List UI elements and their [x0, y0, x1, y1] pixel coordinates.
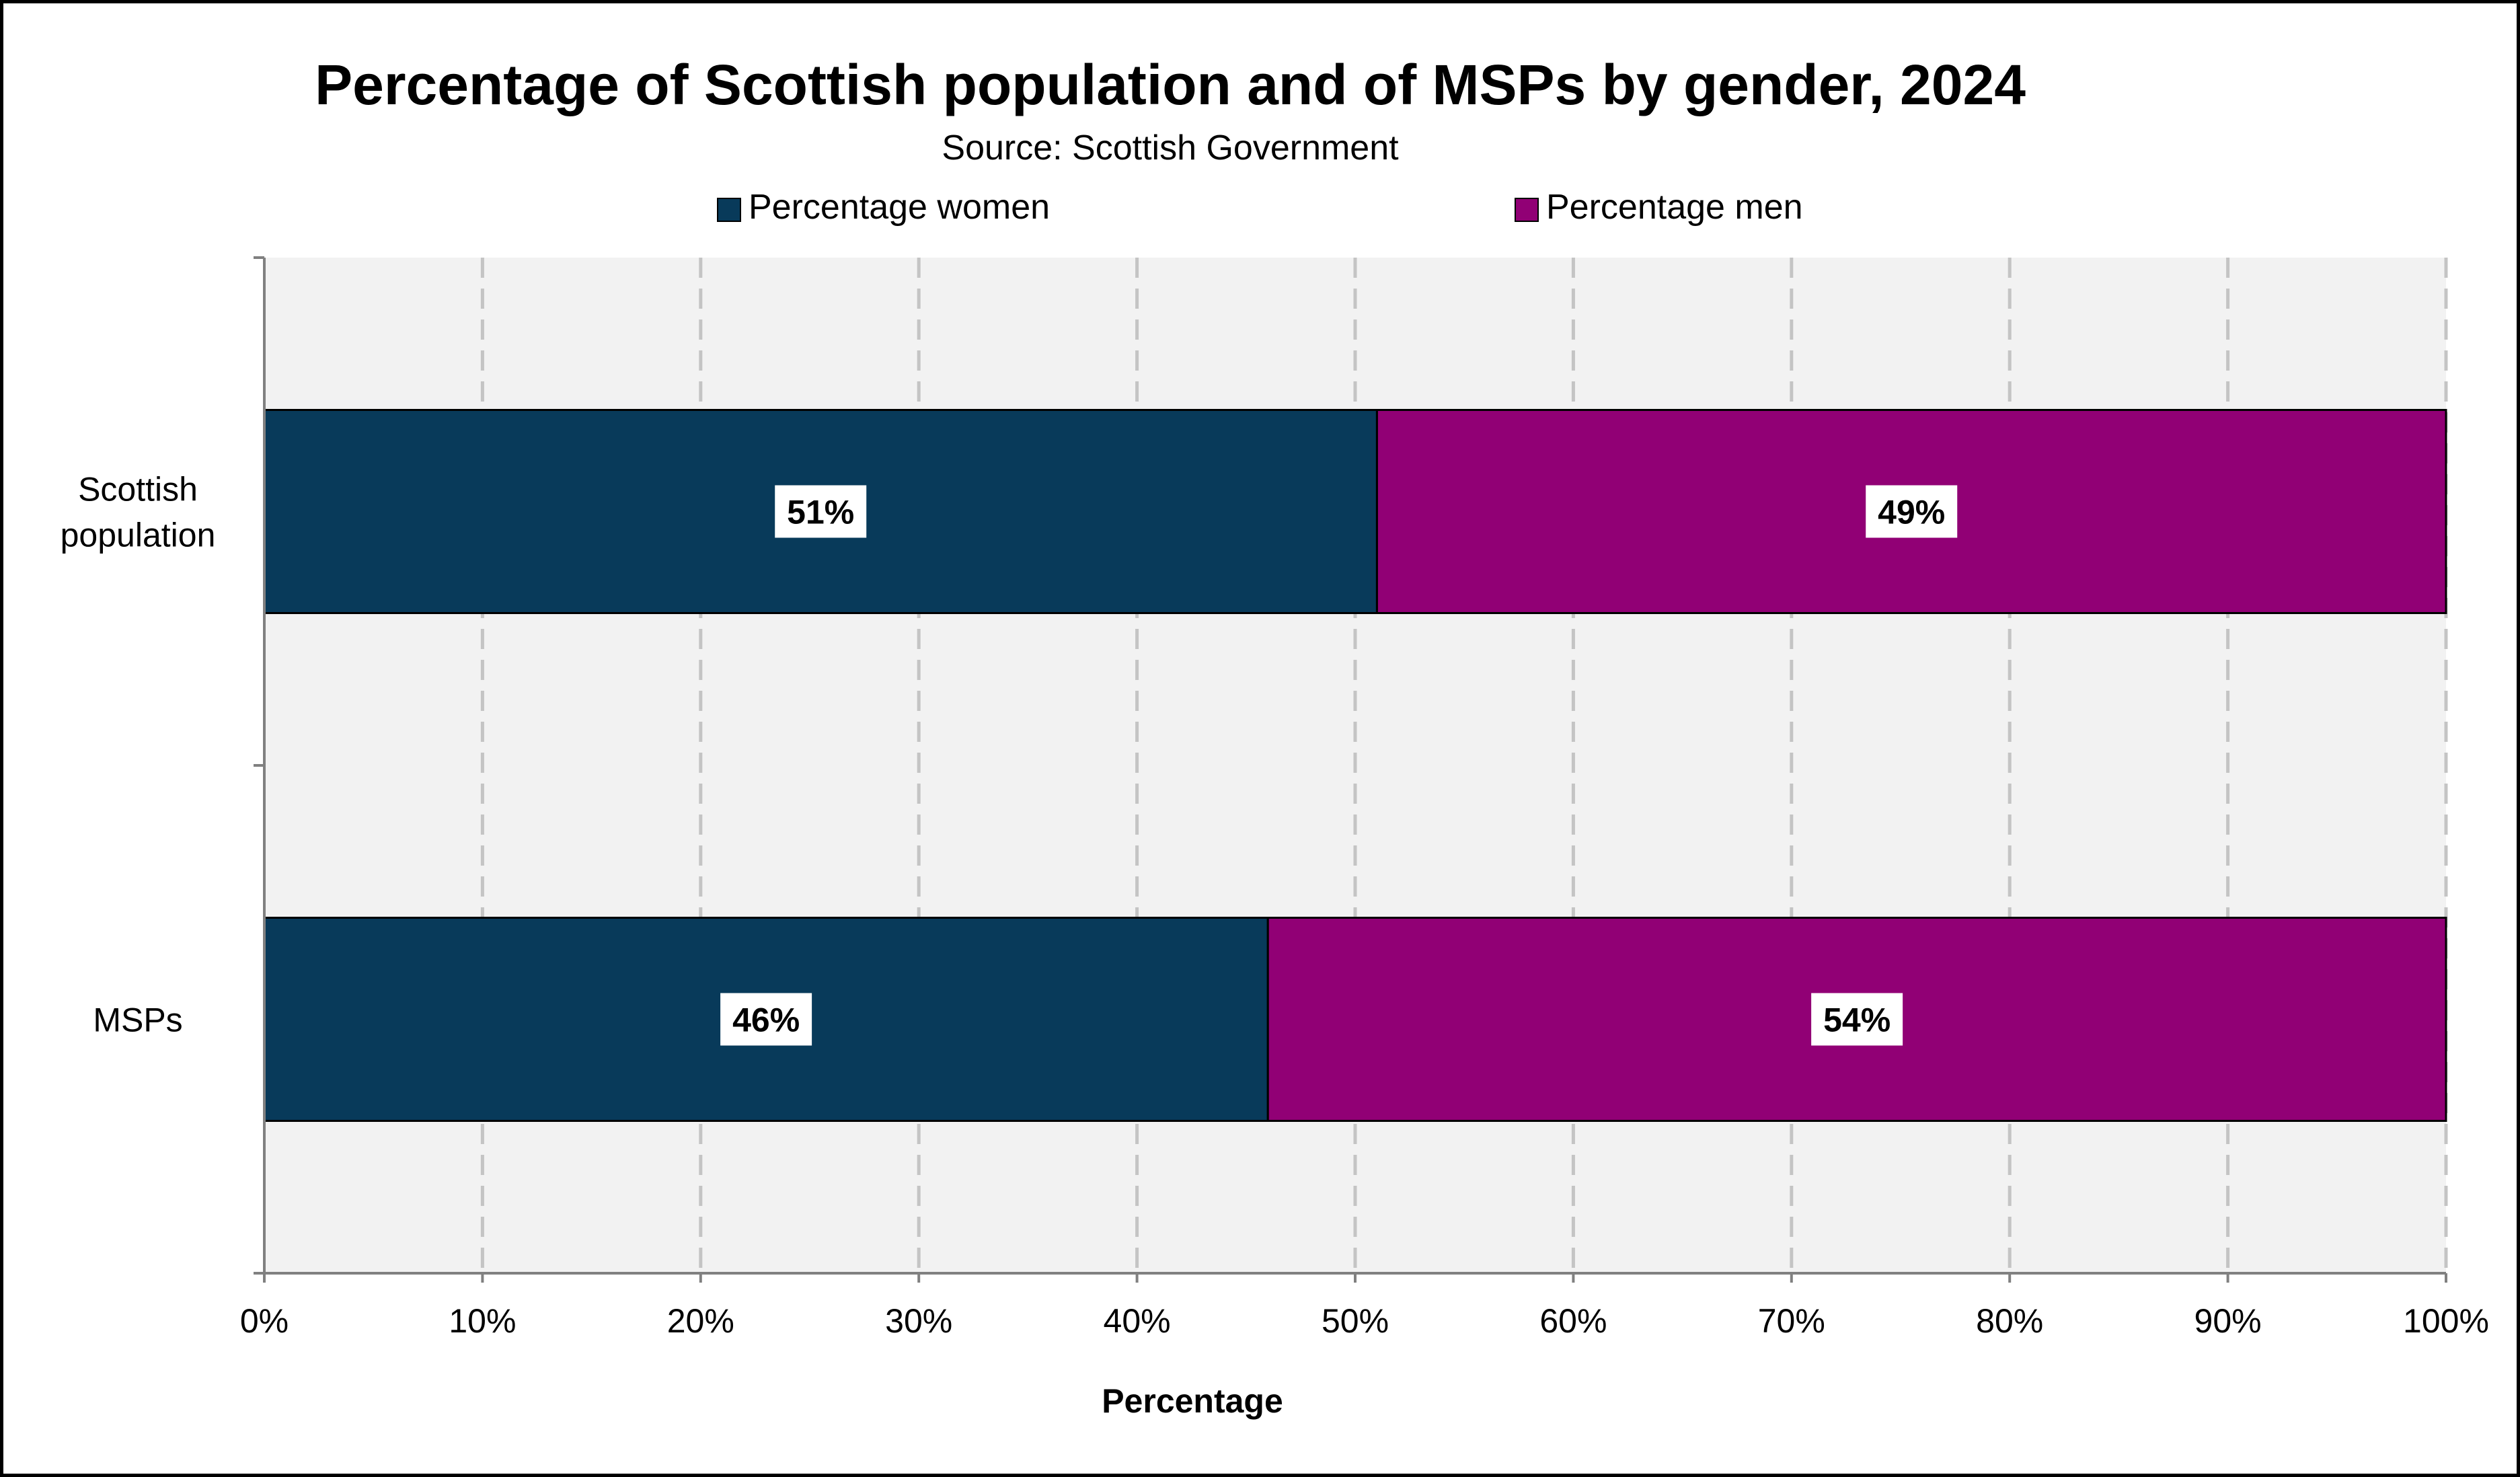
x-tick-label: 20%: [667, 1302, 734, 1340]
data-label: 54%: [1823, 1001, 1891, 1039]
data-label-box: [775, 485, 867, 538]
chart-canvas: Percentage of Scottish population and of…: [61, 53, 2489, 1420]
chart-title: Percentage of Scottish population and of…: [315, 53, 2026, 116]
x-tick-label: 0%: [240, 1302, 289, 1340]
x-tick-label: 60%: [1539, 1302, 1607, 1340]
legend-label: Percentage men: [1546, 188, 1803, 227]
legend-swatch: [1515, 198, 1539, 222]
plot-area: 51% 49% Scottish population 46% 54% MSPs 0% 10% 2…: [61, 256, 2489, 1340]
x-tick-label: 50%: [1322, 1302, 1389, 1340]
data-label: 46%: [732, 1001, 800, 1039]
x-tick-label: 40%: [1104, 1302, 1171, 1340]
y-tick-label-line: population: [61, 517, 216, 554]
data-label-box: [720, 993, 812, 1046]
x-tick-label: 30%: [885, 1302, 952, 1340]
legend-label: Percentage women: [749, 188, 1050, 227]
legend-swatch: [717, 198, 741, 222]
data-label-box: [1866, 485, 1958, 538]
y-tick-label-line: Scottish: [78, 471, 198, 508]
data-label-box: [1811, 993, 1903, 1046]
x-tick-label: 70%: [1758, 1302, 1825, 1340]
x-tick-label: 90%: [2194, 1302, 2262, 1340]
data-label: 51%: [787, 494, 854, 531]
data-label: 49%: [1878, 494, 1945, 531]
x-axis-title: Percentage: [1102, 1382, 1283, 1420]
x-tick-label: 100%: [2403, 1302, 2489, 1340]
chart-subtitle: Source: Scottish Government: [942, 128, 1399, 167]
legend: Percentage women Percentage men: [717, 188, 1803, 227]
y-tick-label: MSPs: [93, 1001, 182, 1039]
x-tick-label: 10%: [449, 1302, 516, 1340]
y-tick-label: Scottish population: [61, 471, 216, 554]
x-tick-label: 80%: [1976, 1302, 2043, 1340]
y-tick-label-line: MSPs: [93, 1001, 182, 1039]
